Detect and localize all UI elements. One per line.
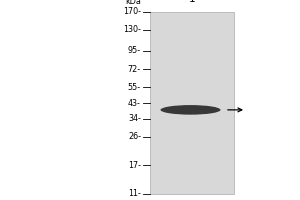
Text: 26-: 26- — [128, 132, 141, 141]
FancyBboxPatch shape — [150, 12, 234, 194]
Text: 17-: 17- — [128, 161, 141, 170]
Text: 11-: 11- — [128, 190, 141, 198]
Text: kDa: kDa — [125, 0, 141, 5]
Ellipse shape — [160, 105, 220, 115]
Text: 43-: 43- — [128, 99, 141, 108]
Text: 1: 1 — [189, 0, 195, 4]
Text: 170-: 170- — [123, 7, 141, 17]
Text: 34-: 34- — [128, 114, 141, 123]
Text: 130-: 130- — [123, 25, 141, 34]
Text: 95-: 95- — [128, 46, 141, 55]
Text: 55-: 55- — [128, 83, 141, 92]
Text: 72-: 72- — [128, 65, 141, 74]
